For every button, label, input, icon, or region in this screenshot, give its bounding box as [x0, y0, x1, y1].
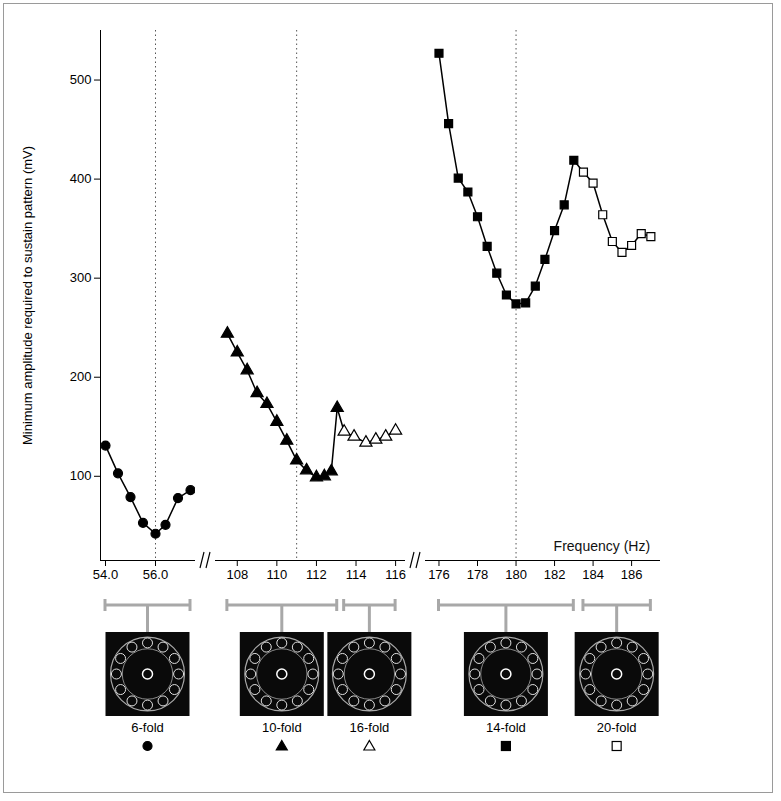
html-text:Frequency (Hz): Frequency (Hz) [553, 538, 651, 554]
svg-text:56.0: 56.0 [143, 567, 168, 582]
svg-text:300: 300 [70, 270, 92, 285]
svg-text:100: 100 [70, 468, 92, 483]
svg-text:10-fold: 10-fold [262, 720, 302, 735]
svg-text:186: 186 [621, 567, 643, 582]
svg-text:200: 200 [70, 369, 92, 384]
svg-text:500: 500 [70, 72, 92, 87]
svg-text:114: 114 [346, 567, 367, 582]
svg-text:20-fold: 20-fold [597, 720, 637, 735]
svg-text:110: 110 [266, 567, 287, 582]
svg-text:108: 108 [226, 567, 248, 582]
svg-text:14-fold: 14-fold [486, 720, 526, 735]
svg-text:182: 182 [544, 567, 566, 582]
svg-text:116: 116 [385, 567, 406, 582]
svg-text:Minimum amplitude required to: Minimum amplitude required to sustain pa… [20, 146, 35, 445]
svg-text:180: 180 [505, 567, 527, 582]
svg-text:112: 112 [306, 567, 327, 582]
svg-text:178: 178 [467, 567, 489, 582]
svg-text:6-fold: 6-fold [131, 720, 164, 735]
svg-text:54.0: 54.0 [93, 567, 118, 582]
svg-text:176: 176 [428, 567, 450, 582]
svg-text:16-fold: 16-fold [350, 720, 390, 735]
svg-text:184: 184 [582, 567, 604, 582]
svg-text:400: 400 [70, 171, 92, 186]
